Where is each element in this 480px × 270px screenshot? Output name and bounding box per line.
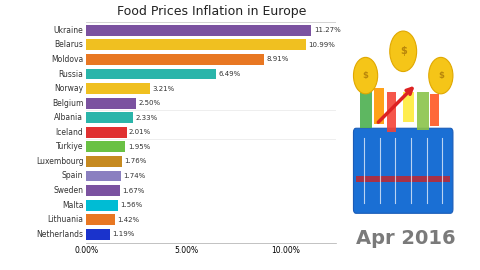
Bar	[387, 92, 396, 132]
Text: Apr 2016: Apr 2016	[356, 230, 456, 248]
Bar	[86, 200, 118, 211]
Text: $: $	[362, 71, 369, 80]
Bar	[86, 25, 312, 36]
Text: Iceland: Iceland	[56, 128, 84, 137]
Bar	[86, 69, 216, 79]
Bar	[403, 92, 414, 122]
Text: 2.50%: 2.50%	[139, 100, 161, 106]
Text: Turkiye: Turkiye	[56, 142, 84, 151]
Text: Spain: Spain	[62, 171, 84, 181]
Text: 3.21%: 3.21%	[153, 86, 175, 92]
Text: 1.42%: 1.42%	[117, 217, 139, 223]
Text: Belarus: Belarus	[55, 40, 84, 49]
Text: 1.74%: 1.74%	[123, 173, 146, 179]
Text: Belgium: Belgium	[52, 99, 84, 108]
Text: Netherlands: Netherlands	[36, 230, 84, 239]
Bar	[86, 185, 120, 196]
Text: 1.76%: 1.76%	[124, 158, 146, 164]
Bar	[86, 214, 115, 225]
Text: Malta: Malta	[62, 201, 84, 210]
Bar	[86, 39, 306, 50]
Bar	[86, 171, 121, 181]
Bar	[86, 54, 264, 65]
Bar	[86, 112, 133, 123]
Text: 11.27%: 11.27%	[314, 27, 341, 33]
Text: 1.67%: 1.67%	[122, 188, 144, 194]
Bar	[86, 156, 121, 167]
Text: $: $	[400, 46, 407, 56]
Bar	[86, 141, 125, 152]
Text: 8.91%: 8.91%	[267, 56, 289, 62]
Bar	[430, 94, 440, 126]
Circle shape	[353, 58, 378, 94]
Bar	[356, 176, 450, 182]
Bar	[86, 229, 110, 240]
Bar	[86, 127, 127, 138]
Text: 2.33%: 2.33%	[135, 115, 157, 121]
Text: 1.19%: 1.19%	[112, 231, 135, 237]
FancyBboxPatch shape	[353, 128, 453, 213]
Text: 6.49%: 6.49%	[218, 71, 240, 77]
Circle shape	[390, 31, 417, 72]
Text: 10.99%: 10.99%	[308, 42, 335, 48]
Circle shape	[429, 58, 453, 94]
Text: 2.01%: 2.01%	[129, 129, 151, 135]
Text: Luxembourg: Luxembourg	[36, 157, 84, 166]
Text: 1.95%: 1.95%	[128, 144, 150, 150]
Title: Food Prices Inflation in Europe: Food Prices Inflation in Europe	[117, 5, 306, 18]
Bar	[373, 88, 384, 124]
Bar	[360, 84, 372, 128]
Text: Lithuania: Lithuania	[48, 215, 84, 224]
Text: Russia: Russia	[59, 70, 84, 79]
Text: Albania: Albania	[54, 113, 84, 122]
Text: 1.56%: 1.56%	[120, 202, 142, 208]
Text: Moldova: Moldova	[51, 55, 84, 64]
FancyArrowPatch shape	[378, 88, 412, 122]
Text: $: $	[438, 71, 444, 80]
Text: Norway: Norway	[54, 84, 84, 93]
Bar	[86, 98, 136, 109]
Bar	[417, 92, 429, 130]
Text: Ukraine: Ukraine	[54, 26, 84, 35]
Bar	[86, 83, 151, 94]
Text: Sweden: Sweden	[53, 186, 84, 195]
